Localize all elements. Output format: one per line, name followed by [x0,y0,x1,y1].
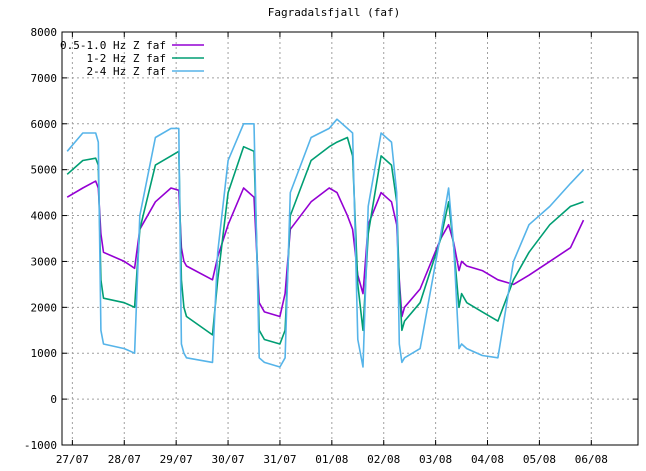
x-tick-label: 30/07 [211,453,244,466]
series-line-0 [66,180,585,318]
y-tick-label: -1000 [24,439,57,452]
series-layer [66,118,585,368]
x-tick-label: 27/07 [56,453,89,466]
legend-label: 0.5-1.0 Hz Z faf [60,39,166,52]
plot-frame [61,31,639,446]
grid [62,32,638,445]
y-tick-label: 6000 [31,118,58,131]
y-tick-label: 4000 [31,210,58,223]
legend-label: 1-2 Hz Z faf [87,52,166,65]
x-tick-label: 03/08 [419,453,452,466]
x-tick-label: 02/08 [367,453,400,466]
x-tick-label: 31/07 [263,453,296,466]
x-tick-label: 04/08 [471,453,504,466]
x-tick-label: 01/08 [315,453,348,466]
x-tick-label: 29/07 [160,453,193,466]
x-tick-label: 06/08 [575,453,608,466]
y-tick-label: 0 [50,393,57,406]
y-tick-label: 1000 [31,347,58,360]
x-tick-label: 05/08 [523,453,556,466]
tick-layer: -1000 0 1000 2000 3000 4000 5000 6000 7000 8000 27… [24,26,638,466]
x-tick-label: 28/07 [108,453,141,466]
y-tick-label: 3000 [31,255,58,268]
legend-label: 2-4 Hz Z faf [87,65,166,78]
y-tick-label: 2000 [31,301,58,314]
chart-title: Fagradalsfjall (faf) [268,6,400,19]
y-tick-label: 7000 [31,72,58,85]
series-line-1 [66,136,584,345]
y-tick-label: 8000 [31,26,58,39]
y-tick-label: 5000 [31,164,58,177]
series-line-2 [66,118,585,368]
